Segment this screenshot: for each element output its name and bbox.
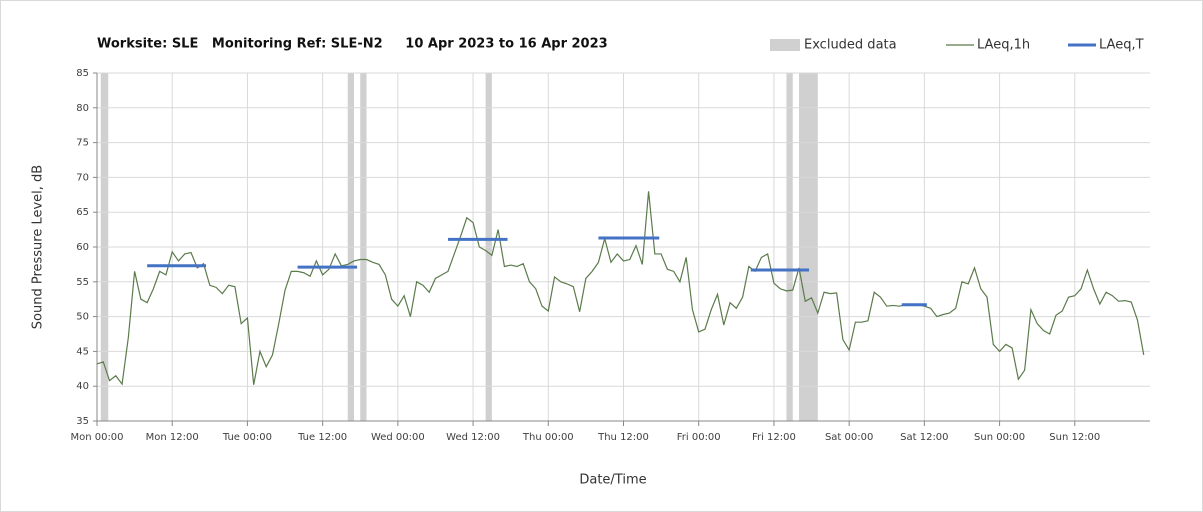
x-tick-label: Mon 12:00 <box>146 432 199 443</box>
x-tick-label: Wed 00:00 <box>371 432 425 443</box>
y-tick-label: 55 <box>76 277 89 288</box>
x-tick-label: Tue 00:00 <box>222 432 272 443</box>
y-tick-label: 50 <box>76 312 89 323</box>
y-axis-title: Sound Pressure Level, dB <box>31 165 46 329</box>
x-tick-label: Fri 00:00 <box>677 432 721 443</box>
x-tick-label: Tue 12:00 <box>297 432 347 443</box>
y-tick-label: 75 <box>76 138 89 149</box>
y-tick-label: 85 <box>76 68 89 79</box>
y-tick-label: 80 <box>76 103 89 114</box>
legend-label: LAeq,T <box>1099 38 1144 53</box>
x-tick-label: Sun 00:00 <box>974 432 1025 443</box>
x-tick-label: Sat 12:00 <box>900 432 948 443</box>
x-tick-label: Sun 12:00 <box>1049 432 1100 443</box>
y-tick-label: 45 <box>76 346 89 357</box>
x-tick-label: Thu 12:00 <box>597 432 649 443</box>
x-axis-title: Date/Time <box>579 473 646 488</box>
legend-label: Excluded data <box>804 38 897 53</box>
x-tick-label: Sat 00:00 <box>825 432 873 443</box>
y-tick-label: 65 <box>76 207 89 218</box>
y-tick-label: 70 <box>76 172 89 183</box>
x-tick-label: Mon 00:00 <box>70 432 123 443</box>
series-line <box>96 191 1145 386</box>
chart-title: Worksite: SLE Monitoring Ref: SLE-N2 10 … <box>97 37 608 52</box>
y-tick-label: 35 <box>76 416 89 427</box>
x-tick-label: Thu 00:00 <box>522 432 574 443</box>
y-tick-label: 60 <box>76 242 89 253</box>
legend-label: LAeq,1h <box>977 38 1030 53</box>
y-tick-label: 40 <box>76 381 89 392</box>
x-tick-label: Fri 12:00 <box>752 432 796 443</box>
x-tick-label: Wed 12:00 <box>446 432 500 443</box>
legend-swatch <box>770 39 800 51</box>
